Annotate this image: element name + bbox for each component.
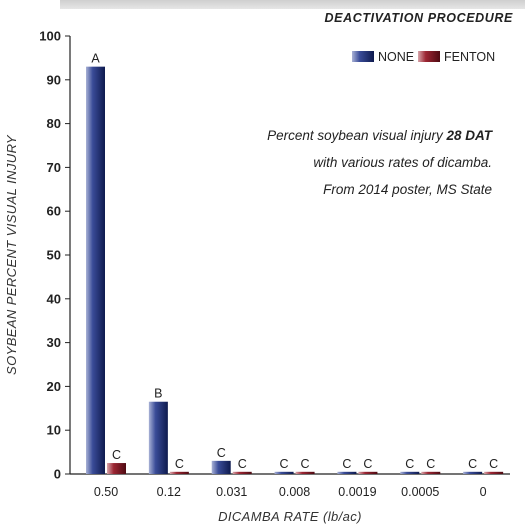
x-tick-label: 0.008 xyxy=(279,485,310,499)
annotation: Percent soybean visual injury 28 DAT wit… xyxy=(267,128,494,197)
legend-swatch-fenton xyxy=(418,51,440,62)
y-tick-label: 60 xyxy=(47,204,61,219)
legend-label-fenton: FENTON xyxy=(444,50,495,64)
y-axis-label: SOYBEAN PERCENT VISUAL INJURY xyxy=(4,134,19,375)
y-tick-label: 50 xyxy=(47,248,61,263)
y-tick-label: 10 xyxy=(47,423,61,438)
x-tick-label: 0.50 xyxy=(94,485,118,499)
data-label: C xyxy=(217,446,226,460)
bar-fenton-4 xyxy=(358,471,378,474)
y-tick-label: 90 xyxy=(47,72,61,87)
data-label: C xyxy=(112,448,121,462)
bar-fenton-5 xyxy=(421,471,441,474)
bar-none-4 xyxy=(337,471,357,474)
data-label: C xyxy=(238,457,247,471)
data-label: C xyxy=(468,457,477,471)
bar-none-3 xyxy=(274,471,294,474)
bar-none-2 xyxy=(211,460,231,474)
annotation-line-2: with various rates of dicamba. xyxy=(313,155,492,170)
y-tick-label: 80 xyxy=(47,116,61,131)
x-tick-label: 0.031 xyxy=(216,485,247,499)
data-label: C xyxy=(342,457,351,471)
y-tick-label: 0 xyxy=(54,467,61,482)
y-tick-label: 100 xyxy=(39,29,61,44)
data-label: C xyxy=(489,457,498,471)
data-label: A xyxy=(91,52,100,66)
bar-fenton-1 xyxy=(169,471,189,474)
section-title: DEACTIVATION PROCEDURE xyxy=(324,11,513,25)
annotation-line-3: From 2014 poster, MS State xyxy=(323,182,492,197)
data-label: C xyxy=(175,457,184,471)
bar-fenton-0 xyxy=(107,463,126,474)
bar-none-0 xyxy=(86,66,105,474)
bar-none-5 xyxy=(400,471,420,474)
legend: NONE FENTON xyxy=(352,50,495,64)
bar-fenton-3 xyxy=(295,471,315,474)
y-tick-label: 30 xyxy=(47,335,61,350)
legend-label-none: NONE xyxy=(378,50,414,64)
data-label: C xyxy=(301,457,310,471)
annotation-line-1: Percent soybean visual injury 28 DAT xyxy=(267,128,494,143)
y-tick-label: 70 xyxy=(47,160,61,175)
data-label: C xyxy=(280,457,289,471)
annotation-line-1-text: Percent soybean visual injury xyxy=(267,128,446,143)
data-label: B xyxy=(154,387,162,401)
x-axis-label: DICAMBA RATE (lb/ac) xyxy=(218,509,362,524)
annotation-line-1-bold: 28 DAT xyxy=(445,128,493,143)
y-tick-label: 40 xyxy=(47,291,61,306)
legend-swatch-none xyxy=(352,51,374,62)
x-tick-label: 0.0005 xyxy=(401,485,439,499)
x-tick-label: 0.0019 xyxy=(338,485,376,499)
bar-fenton-6 xyxy=(484,471,504,474)
bar-fenton-2 xyxy=(232,471,252,474)
axes xyxy=(69,36,510,475)
x-tick-label: 0 xyxy=(480,485,487,499)
header-bar xyxy=(60,0,525,9)
data-label: C xyxy=(426,457,435,471)
data-label: C xyxy=(405,457,414,471)
data-label: C xyxy=(363,457,372,471)
y-tick-label: 20 xyxy=(47,379,61,394)
y-ticks: 0 10 20 30 40 50 60 70 80 90 100 xyxy=(39,29,70,482)
bar-none-6 xyxy=(463,471,483,474)
x-tick-label: 0.12 xyxy=(157,485,181,499)
x-ticks: 0.50 0.12 0.031 0.008 0.0019 0.0005 0 xyxy=(94,485,487,499)
bar-none-1 xyxy=(148,401,168,474)
